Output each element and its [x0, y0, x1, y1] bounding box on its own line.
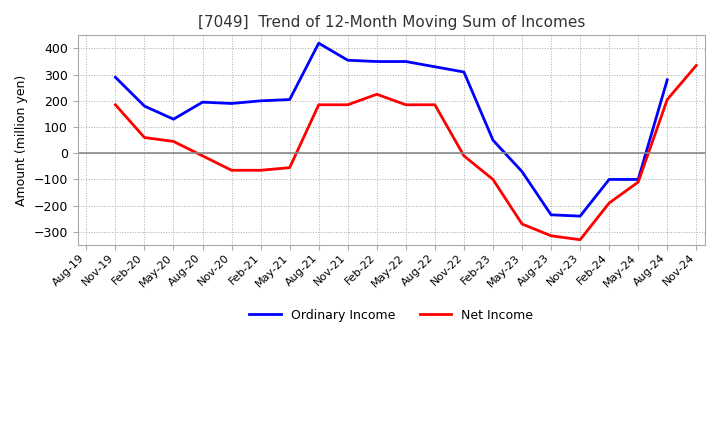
Ordinary Income	[111, 75, 120, 80]
Net Income	[285, 165, 294, 170]
Ordinary Income	[228, 101, 236, 106]
Net Income	[372, 92, 381, 97]
Net Income	[140, 135, 149, 140]
Net Income	[489, 177, 498, 182]
Net Income	[315, 102, 323, 107]
Title: [7049]  Trend of 12-Month Moving Sum of Incomes: [7049] Trend of 12-Month Moving Sum of I…	[197, 15, 585, 30]
Net Income	[343, 102, 352, 107]
Ordinary Income	[546, 212, 555, 217]
Ordinary Income	[169, 117, 178, 122]
Ordinary Income	[489, 138, 498, 143]
Line: Ordinary Income: Ordinary Income	[115, 43, 667, 216]
Ordinary Income	[343, 58, 352, 63]
Net Income	[692, 63, 701, 68]
Net Income	[228, 168, 236, 173]
Ordinary Income	[663, 77, 672, 83]
Ordinary Income	[315, 40, 323, 46]
Ordinary Income	[285, 97, 294, 102]
Net Income	[111, 102, 120, 107]
Net Income	[169, 139, 178, 144]
Ordinary Income	[372, 59, 381, 64]
Net Income	[634, 180, 642, 185]
Ordinary Income	[198, 99, 207, 105]
Net Income	[402, 102, 410, 107]
Ordinary Income	[459, 70, 468, 75]
Net Income	[256, 168, 265, 173]
Net Income	[431, 102, 439, 107]
Net Income	[459, 153, 468, 158]
Net Income	[605, 200, 613, 205]
Net Income	[663, 97, 672, 102]
Ordinary Income	[256, 98, 265, 103]
Ordinary Income	[402, 59, 410, 64]
Ordinary Income	[518, 169, 526, 174]
Ordinary Income	[431, 64, 439, 70]
Net Income	[518, 221, 526, 227]
Ordinary Income	[605, 177, 613, 182]
Ordinary Income	[576, 213, 585, 219]
Ordinary Income	[634, 177, 642, 182]
Line: Net Income: Net Income	[115, 66, 696, 240]
Net Income	[546, 233, 555, 238]
Y-axis label: Amount (million yen): Amount (million yen)	[15, 74, 28, 206]
Net Income	[576, 237, 585, 242]
Legend: Ordinary Income, Net Income: Ordinary Income, Net Income	[244, 304, 539, 327]
Ordinary Income	[140, 103, 149, 109]
Net Income	[198, 153, 207, 158]
